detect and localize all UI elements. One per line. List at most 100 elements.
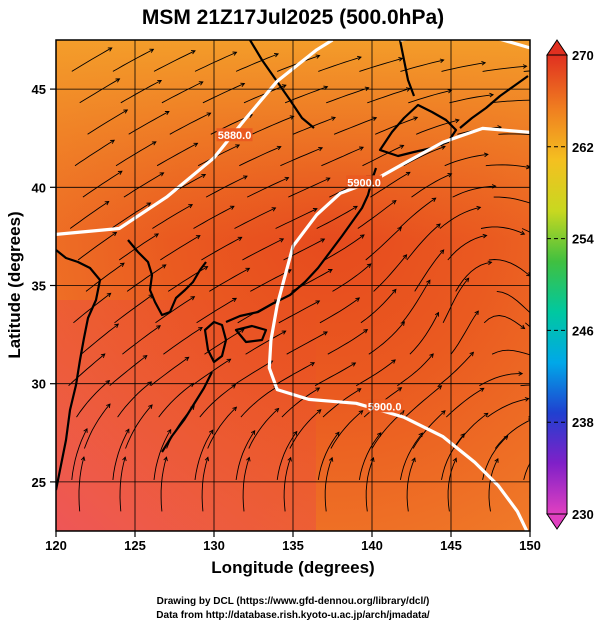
streamline	[438, 351, 474, 387]
streamline-arrow	[154, 233, 160, 238]
streamline	[368, 321, 405, 355]
streamline-arrow	[397, 387, 403, 392]
streamline-arrow	[454, 118, 460, 124]
streamline-arrow	[366, 263, 372, 268]
streamline	[493, 196, 530, 204]
streamline	[289, 409, 322, 449]
streamline	[280, 147, 323, 167]
streamline-arrow	[315, 54, 321, 59]
streamline	[452, 185, 496, 198]
streamline-arrow	[429, 353, 434, 358]
streamline-arrow	[532, 354, 536, 358]
streamline	[409, 312, 439, 355]
streamline	[324, 457, 333, 512]
streamline	[483, 315, 525, 329]
streamline-arrow	[483, 152, 489, 158]
streamline	[112, 48, 154, 72]
x-axis-ticks: 120 125 130 135 140 145 150	[45, 531, 541, 553]
streamline-arrow	[232, 51, 238, 56]
streamline-arrow	[190, 296, 196, 301]
x-axis-label: Longitude (degrees)	[211, 558, 374, 577]
streamline-arrow	[188, 204, 194, 209]
streamline	[408, 89, 452, 104]
streamline	[158, 382, 194, 418]
streamline	[83, 403, 111, 449]
streamline-arrow	[106, 403, 111, 409]
streamline	[71, 47, 113, 72]
streamline-arrow	[531, 314, 535, 318]
contour-label: 5880.0	[218, 130, 252, 142]
streamline-arrow	[237, 236, 243, 241]
streamline-arrow	[460, 433, 466, 438]
streamline	[479, 373, 523, 387]
streamline-arrow	[184, 356, 190, 362]
streamline-arrow	[159, 172, 165, 177]
streamline-arrow	[323, 331, 328, 336]
streamline	[414, 249, 445, 292]
streamline-arrow	[198, 326, 203, 332]
streamline-arrow	[358, 410, 364, 415]
streamline-arrow	[312, 208, 318, 213]
y-axis-label: Latitude (degrees)	[5, 211, 24, 358]
streamline-arrow	[149, 48, 155, 53]
streamline	[318, 56, 362, 72]
streamline	[321, 146, 364, 167]
streamline-arrow	[235, 144, 241, 149]
streamline	[248, 408, 279, 449]
streamline	[201, 236, 242, 261]
streamline	[487, 398, 529, 418]
streamline-arrow	[518, 371, 524, 376]
russia-coastline	[249, 40, 315, 129]
streamline-arrow	[359, 234, 365, 239]
streamline-arrow	[476, 205, 482, 211]
streamline-arrow	[83, 427, 88, 433]
streamline	[235, 53, 279, 72]
streamline-arrow	[161, 264, 167, 269]
streamline-arrow	[399, 144, 405, 149]
streamline-arrow	[391, 200, 397, 205]
streamline-arrow	[494, 457, 499, 463]
streamline	[491, 349, 530, 356]
streamline	[523, 462, 530, 481]
streamline	[160, 457, 167, 512]
streamline	[126, 264, 167, 292]
streamline-arrow	[276, 145, 282, 151]
streamline-arrow	[441, 410, 446, 415]
streamline	[160, 235, 201, 261]
streamline-arrow	[522, 64, 528, 69]
streamline-arrow	[405, 171, 411, 176]
colorbar-top-triangle	[546, 39, 568, 56]
streamline	[150, 356, 189, 387]
streamline	[161, 81, 203, 104]
colorbar-tick-label: 238	[572, 415, 594, 430]
streamline	[85, 262, 125, 292]
streamline-arrow	[105, 379, 111, 385]
streamline	[202, 83, 245, 104]
streamline-arrow	[284, 176, 290, 182]
streamline	[447, 458, 457, 512]
streamline-arrow	[571, 317, 575, 320]
streamline-arrow	[464, 277, 470, 283]
streamline	[404, 385, 442, 418]
streamline-arrow	[363, 329, 369, 334]
streamline	[125, 404, 153, 449]
streamline-arrow	[123, 109, 129, 114]
streamline	[441, 62, 486, 72]
streamline-arrow	[481, 60, 487, 66]
streamline-arrow	[573, 363, 577, 367]
streamline-arrow	[520, 230, 526, 235]
streamline	[209, 267, 250, 292]
streamline-arrow	[287, 456, 292, 462]
streamline-arrow	[335, 431, 340, 437]
streamline	[207, 406, 237, 449]
x-tick-label: 125	[124, 538, 146, 553]
streamline-arrow	[119, 262, 125, 267]
x-tick-label: 135	[282, 538, 304, 553]
streamline	[316, 205, 358, 229]
streamline-arrow	[203, 266, 209, 271]
contour-label-bg	[216, 128, 253, 142]
streamline	[153, 50, 196, 72]
streamline-arrow	[106, 292, 112, 298]
x-tick-label: 130	[203, 538, 225, 553]
streamline	[114, 294, 153, 324]
